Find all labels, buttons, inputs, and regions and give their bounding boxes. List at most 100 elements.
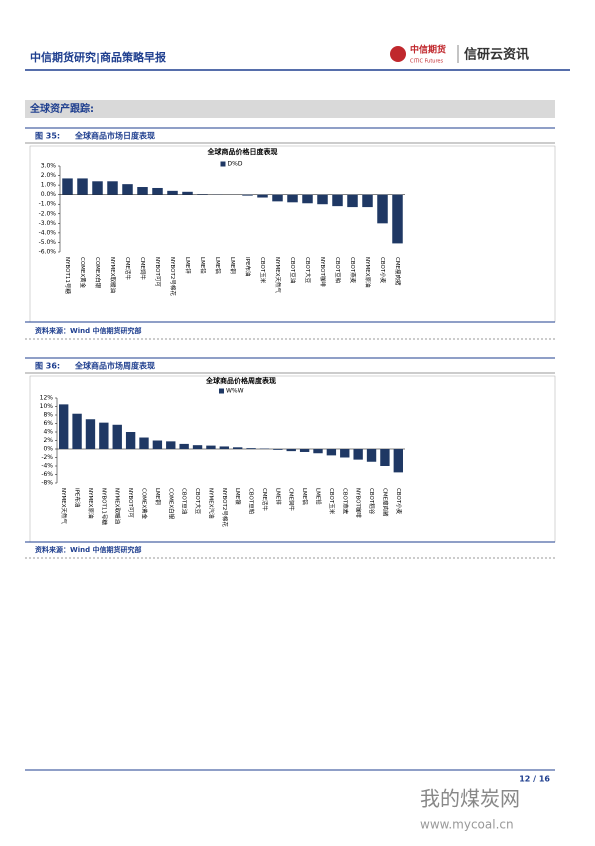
bar [272,195,283,202]
x-tick-label: CBOT大豆 [304,257,312,284]
bar [377,195,388,224]
x-tick-label: NYBOT可可 [154,257,161,287]
chart-frame [30,376,555,542]
y-tick-label: -4.0% [39,229,57,236]
x-tick-label: CME瘦肉猪 [381,488,389,517]
bar [287,449,296,451]
x-tick-label: CME瘦肉猪 [394,257,402,286]
x-tick-label: NYBOT咖啡 [319,257,327,287]
section-title: 全球资产跟踪: [29,102,94,115]
bar [206,446,215,449]
bar [273,449,282,450]
y-tick-label: -2% [41,454,53,461]
y-tick-label: 10% [40,403,54,410]
bar [99,423,108,449]
chart-frame [30,146,555,322]
legend-label: D%D [228,161,243,168]
chart-title: 全球商品价格日度表现 [207,147,278,156]
x-tick-label: NYBOT2号棉花 [169,257,177,296]
x-tick-label: LME锌 [274,488,282,505]
logo-icon [390,46,406,62]
bar [113,425,122,449]
x-tick-label: LME铜 [229,257,237,274]
x-tick-label: LME铅 [315,488,323,505]
x-tick-label: CBOT大豆 [194,488,202,515]
x-tick-label: NYMEX天然气 [60,488,68,524]
x-tick-label: CBOT豆油 [289,257,297,284]
y-tick-label: -1.0% [39,201,57,208]
x-tick-label: CBOT小麦 [395,488,403,515]
x-tick-label: COMEX白银 [167,488,175,520]
y-tick-label: -2.0% [39,210,57,217]
x-tick-label: LME镍 [234,488,242,505]
x-tick-label: LME铅 [199,257,207,274]
bar [182,192,193,195]
bar [287,195,298,203]
bar [179,444,188,449]
y-tick-label: -5.0% [39,239,57,246]
x-tick-label: NYMEX取暖油 [114,488,122,524]
bar [166,441,175,449]
x-tick-label: CME活牛 [261,488,269,512]
bar [139,438,148,449]
figure-caption: 全球商品市场日度表现 [74,131,155,141]
logo-en: CITIC Futures [410,59,443,65]
x-tick-label: COMEX白银 [94,257,102,289]
x-tick-label: CBOT燕麦 [341,488,349,515]
source: 资料来源：Wind 中信期货研究部 [35,326,142,335]
x-tick-label: NYMEX天然气 [274,257,282,293]
x-tick-label: IPE布油 [244,257,252,277]
bar [257,195,268,198]
bar [137,187,148,195]
bar [317,195,328,205]
bar [233,447,242,449]
section-bar [25,100,555,118]
bar [392,195,403,244]
bar [167,191,178,195]
y-tick-label: -4% [41,463,53,470]
y-tick-label: -8% [41,480,53,487]
bar [302,195,313,204]
bar [327,449,336,455]
page-number: 12 / 16 [519,775,550,784]
bar [353,449,362,460]
logo-cn: 中信期货 [410,44,446,56]
watermark-name: 我的煤炭网 [420,787,520,811]
x-tick-label: CBOT小麦 [379,257,387,284]
x-tick-label: COMEX黄金 [141,488,149,520]
x-tick-label: CBOT稻谷 [368,488,376,515]
x-tick-label: NYBOT可可 [127,488,134,518]
y-tick-label: 4% [43,429,53,436]
x-tick-label: NYMEX原油 [87,488,95,519]
bar [300,449,309,452]
x-tick-label: CME活牛 [124,257,132,281]
x-tick-label: NYMEX取暖油 [109,257,117,293]
x-tick-label: NYMEX汽油 [207,488,215,519]
bar [193,445,202,449]
x-tick-label: COMEX黄金 [79,257,87,289]
figure-label: 图 36: [35,362,60,371]
source: 资料来源：Wind 中信期货研究部 [35,545,142,554]
x-tick-label: CBOT玉米 [259,257,267,284]
x-tick-label: CBOT豆粕 [334,257,342,283]
figure-label: 图 35: [35,132,60,141]
bar [59,404,68,449]
x-tick-label: NYBOT2号棉花 [221,488,229,527]
bar [367,449,376,462]
bar [380,449,389,466]
header-title: 中信期货研究|商品策略早报 [30,50,167,64]
figure-caption: 全球商品市场周度表现 [74,361,155,371]
y-tick-label: -6.0% [39,249,57,256]
y-tick-label: 1.0% [41,182,57,189]
y-tick-label: 0% [43,446,53,453]
bar [153,441,162,450]
x-tick-label: CBOT燕麦 [349,257,357,284]
x-tick-label: CME饲牛 [139,257,147,281]
y-tick-label: 2% [43,437,53,444]
bar [62,178,73,194]
bar [86,419,95,449]
bar [77,178,88,194]
bar [332,195,343,206]
x-tick-label: LME锌 [184,257,192,274]
